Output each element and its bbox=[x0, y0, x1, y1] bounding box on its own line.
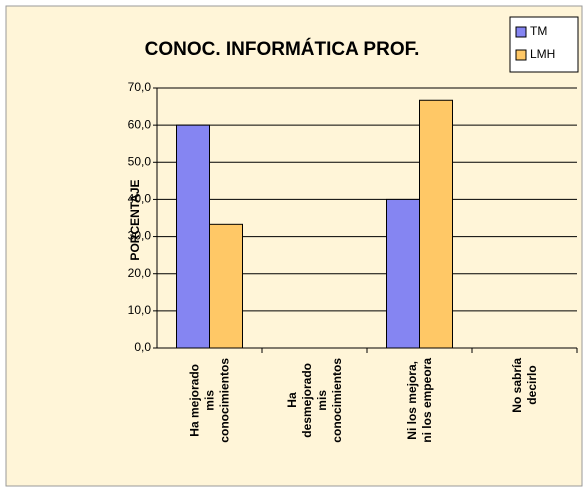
legend-swatch bbox=[515, 26, 527, 38]
x-tick-label: Ni los mejora, ni los empeora bbox=[404, 358, 434, 443]
legend-label: LMH bbox=[530, 47, 555, 61]
x-tick-label: Ha mejorado mis conocimientos bbox=[187, 358, 231, 443]
bar bbox=[386, 198, 420, 349]
y-tick-label: 0,0 bbox=[134, 340, 151, 354]
bar bbox=[209, 223, 243, 349]
legend-box bbox=[509, 16, 579, 73]
bar bbox=[419, 99, 453, 349]
legend-label: TM bbox=[530, 24, 547, 38]
legend-swatch bbox=[515, 49, 527, 61]
y-tick-label: 70,0 bbox=[128, 80, 152, 94]
y-tick-label: 20,0 bbox=[128, 266, 152, 280]
y-tick-label: 50,0 bbox=[128, 154, 152, 168]
y-axis-label: PORCENTAJE bbox=[128, 179, 142, 260]
bar bbox=[176, 124, 210, 349]
y-tick-label: 10,0 bbox=[128, 303, 152, 317]
y-tick-label: 30,0 bbox=[128, 229, 152, 243]
x-tick-label: Ha desmejorado mis conocimientos bbox=[284, 358, 344, 443]
chart-title: CONOC. INFORMÁTICA PROF. bbox=[145, 38, 420, 60]
y-tick-label: 40,0 bbox=[128, 192, 152, 206]
x-tick-label: No sabría decirlo bbox=[509, 358, 539, 413]
y-tick-label: 60,0 bbox=[128, 117, 152, 131]
